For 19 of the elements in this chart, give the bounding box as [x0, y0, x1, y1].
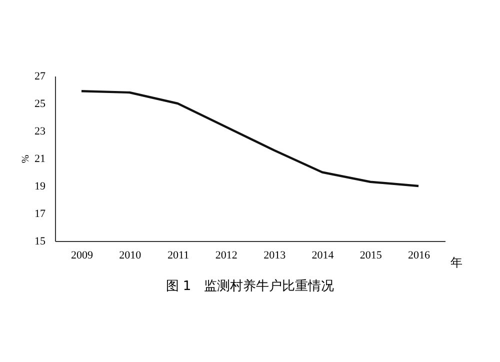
x-tick-label: 2009 — [70, 250, 94, 262]
y-axis-title: % — [20, 154, 32, 164]
y-tick-label: 23 — [34, 126, 46, 138]
y-tick-label: 17 — [34, 208, 46, 220]
x-tick-label: 2011 — [167, 250, 190, 262]
x-tick-label: 2014 — [312, 250, 334, 262]
x-tick-label: 2012 — [215, 250, 238, 262]
y-tick-label: 27 — [34, 70, 46, 82]
x-tick-label: 2015 — [360, 250, 382, 262]
x-tick-label: 2010 — [119, 250, 142, 262]
text: 图 1 监测村养牛户比重情况 — [166, 278, 334, 294]
y-tick-label: 19 — [34, 180, 46, 192]
y-tick-label: 15 — [34, 236, 46, 248]
y-tick-label: 21 — [34, 153, 46, 165]
line-series — [80, 90, 420, 188]
x-axis-title: 年 — [450, 256, 462, 270]
x-tick-label: 2013 — [264, 250, 286, 262]
y-tick-label: 25 — [34, 98, 46, 110]
x-tick-label: 2016 — [408, 250, 431, 262]
